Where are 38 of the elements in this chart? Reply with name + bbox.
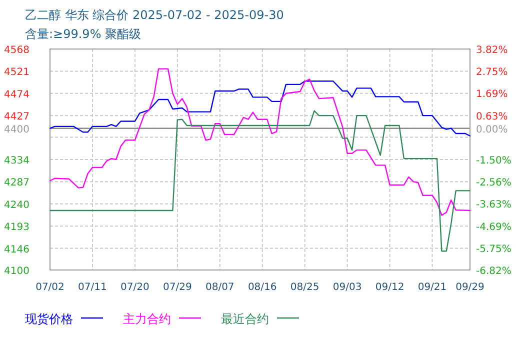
x-tick-label: 07/11: [78, 282, 107, 293]
y-tick-label: 4193: [4, 222, 30, 234]
y2-tick-label: 0.63%: [476, 111, 508, 122]
chart-title: 乙二醇 华东 综合价 2025-07-02 - 2025-09-30: [25, 8, 284, 22]
y2-tick-label: -6.82%: [476, 266, 512, 277]
y-tick-label: 4427: [4, 112, 30, 123]
x-tick-label: 09/21: [418, 282, 447, 293]
x-tick-label: 08/07: [205, 282, 234, 293]
y-tick-label: 4100: [4, 266, 30, 277]
x-tick-label: 09/12: [375, 282, 404, 293]
x-tick-label: 09/29: [456, 282, 484, 293]
legend-label: 主力合约: [123, 312, 171, 326]
x-tick-label: 09/03: [332, 282, 362, 293]
x-tick-label: 07/20: [120, 282, 150, 293]
y2-tick-label: -4.69%: [476, 222, 512, 233]
x-tick-label: 08/16: [248, 282, 277, 293]
y2-tick-label: 3.82%: [476, 45, 508, 56]
y-tick-label: 4400: [4, 124, 30, 136]
y2-tick-label: -1.50%: [476, 156, 512, 166]
y2-tick-label: -3.63%: [476, 200, 512, 211]
x-tick-label: 08/25: [290, 282, 320, 293]
y-tick-label: 4240: [4, 200, 30, 211]
y2-tick-label: 2.75%: [476, 67, 508, 78]
y-tick-label: 4334: [4, 156, 30, 166]
legend-label: 现货价格: [25, 312, 73, 326]
y2-tick-label: -5.75%: [476, 244, 512, 255]
legend-label: 最近合约: [221, 312, 269, 326]
y-tick-label: 4287: [4, 178, 30, 189]
chart-subtitle: 含量:≥99.9% 聚酯级: [25, 27, 142, 41]
x-tick-label: 07/02: [36, 282, 64, 293]
y2-tick-label: 0.00%: [476, 124, 508, 136]
y2-tick-label: -2.56%: [476, 178, 512, 189]
y-tick-label: 4474: [4, 89, 30, 100]
y-tick-label: 4521: [4, 67, 30, 78]
y-tick-label: 4568: [4, 45, 30, 56]
y2-tick-label: 1.69%: [476, 89, 508, 100]
x-tick-label: 07/29: [163, 282, 192, 293]
y-tick-label: 4146: [4, 244, 30, 256]
